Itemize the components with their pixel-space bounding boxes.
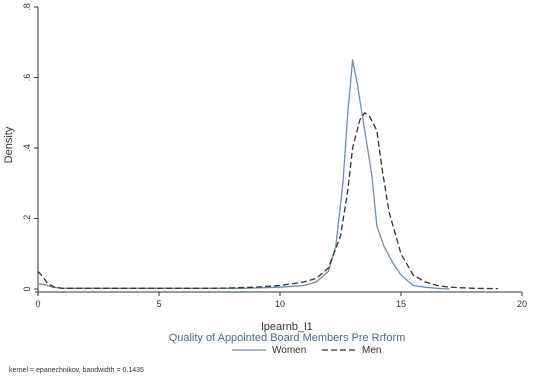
x-tick-label: 0 [35, 299, 40, 309]
y-axis-label: Density [3, 126, 15, 163]
y-tick-label: .8 [22, 3, 32, 11]
x-axis-label: lpearnb_l1 [261, 321, 312, 333]
x-tick-label: 20 [517, 299, 527, 309]
y-tick-label: 0 [22, 286, 32, 291]
series-line-women [37, 59, 450, 290]
kernel-note: kernel = epanechnikov, bandwidth = 0.143… [9, 367, 144, 374]
legend: Women Men [232, 345, 381, 356]
y-tick-label: .2 [22, 215, 32, 223]
y-tick-label: .6 [22, 74, 32, 82]
series-group [37, 59, 498, 290]
axes-group: 0 .2 .4 .6 .8 0 5 10 15 20 [22, 3, 527, 309]
chart-title: Quality of Appointed Board Members Pre R… [169, 332, 406, 344]
y-tick-label: .4 [22, 144, 32, 152]
series-line-men [37, 112, 498, 290]
x-tick-label: 5 [156, 299, 161, 309]
x-tick-label: 15 [396, 299, 406, 309]
x-tick-label: 10 [275, 299, 285, 309]
legend-label-women: Women [272, 345, 306, 356]
legend-label-men: Men [362, 345, 381, 356]
